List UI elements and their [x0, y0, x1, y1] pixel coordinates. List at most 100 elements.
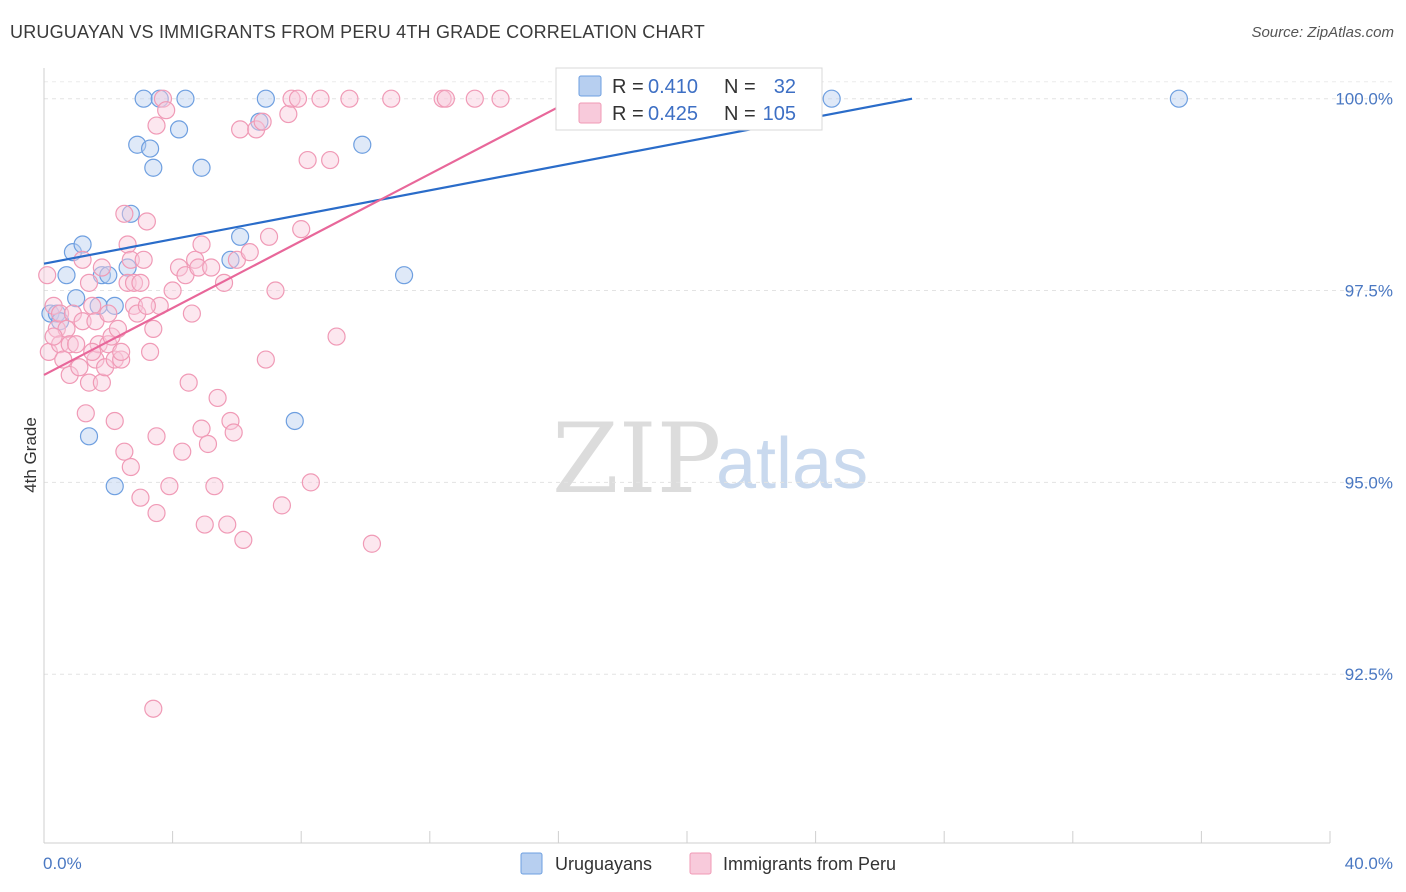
peru-point — [63, 304, 83, 323]
peru-point — [259, 227, 279, 246]
peru-point — [298, 150, 317, 170]
legend-r-value-uruguayans: 0.410 — [648, 76, 698, 98]
peru-point — [491, 89, 510, 108]
peru-point — [118, 235, 137, 254]
peru-point — [272, 496, 292, 515]
uruguayans-point — [79, 427, 99, 446]
peru-point — [163, 281, 182, 300]
x-tick-label-min: 0.0% — [43, 854, 82, 873]
y-tick-label: 100.0% — [1335, 90, 1393, 109]
uruguayans-point — [394, 266, 414, 285]
peru-point — [192, 235, 211, 254]
peru-point — [465, 89, 484, 108]
peru-point — [50, 304, 70, 323]
peru-point — [121, 250, 140, 269]
series-legend-label-uruguayans: Uruguayans — [555, 854, 652, 874]
trend-lines — [43, 97, 913, 376]
peru-point — [92, 373, 111, 392]
peru-trend-line — [43, 97, 575, 376]
peru-point — [79, 273, 99, 292]
peru-point — [79, 373, 99, 392]
peru-point — [311, 89, 330, 108]
peru-point — [44, 327, 63, 346]
peru-point — [253, 112, 272, 131]
peru-point — [108, 319, 128, 338]
chart-source: Source: ZipAtlas.com — [1251, 24, 1394, 41]
peru-point — [301, 473, 320, 492]
peru-point — [140, 342, 160, 362]
y-tick-label: 95.0% — [1345, 473, 1393, 492]
peru-point — [340, 89, 359, 108]
x-tick-label-max: 40.0% — [1345, 854, 1393, 873]
peru-point — [134, 250, 153, 269]
uruguayans-point — [105, 477, 124, 496]
gridlines — [44, 81, 1393, 675]
peru-point — [147, 503, 166, 523]
peru-point — [282, 89, 301, 108]
peru-point — [131, 488, 150, 507]
legend-r-label: R = — [612, 76, 644, 98]
peru-point — [128, 304, 147, 323]
uruguayans-point — [176, 89, 195, 108]
peru-point — [67, 335, 86, 354]
legend-swatch-uruguayans — [578, 75, 602, 97]
y-tick-label: 97.5% — [1345, 282, 1393, 301]
peru-point — [189, 258, 208, 277]
chart-title: URUGUAYAN VS IMMIGRANTS FROM PERU 4TH GR… — [10, 22, 705, 42]
uruguayans-point — [144, 158, 163, 177]
peru-point — [99, 304, 118, 323]
legend-r-label: R = — [612, 103, 644, 125]
peru-point — [224, 423, 243, 442]
peru-point — [231, 120, 250, 139]
uruguayans-point — [140, 139, 160, 158]
peru-point — [115, 442, 134, 461]
peru-point — [60, 365, 79, 385]
peru-point — [195, 515, 214, 534]
peru-point — [202, 258, 221, 277]
uruguayans-point — [134, 89, 153, 108]
uruguayans-point — [73, 235, 92, 254]
peru-point — [218, 515, 237, 534]
peru-point — [112, 350, 131, 369]
peru-point — [160, 477, 179, 496]
peru-point — [73, 312, 92, 331]
uruguayans-point — [231, 227, 250, 246]
peru-point — [60, 335, 79, 354]
peru-point — [256, 350, 275, 369]
peru-point — [321, 150, 340, 170]
series-peru-points — [38, 89, 584, 718]
watermark-atlas: atlas — [716, 424, 868, 504]
uruguayans-point — [89, 296, 108, 315]
peru-point — [131, 273, 150, 292]
uruguayans-point — [1169, 89, 1188, 108]
peru-point — [144, 319, 163, 338]
peru-point — [92, 258, 111, 277]
peru-point — [124, 273, 144, 292]
peru-point — [173, 442, 192, 461]
watermark: ZIP atlas — [552, 403, 868, 515]
uruguayans-point — [256, 89, 275, 108]
uruguayans-point — [57, 266, 76, 285]
peru-point — [83, 296, 102, 315]
peru-point — [208, 388, 227, 408]
legend-n-label: N = — [724, 76, 756, 98]
peru-point — [279, 104, 298, 124]
peru-point — [38, 266, 57, 285]
uruguayans-point — [353, 135, 372, 154]
peru-point — [153, 89, 173, 108]
y-axis-label: 4th Grade — [21, 417, 40, 493]
peru-point — [234, 530, 253, 550]
uruguayans-point — [822, 89, 841, 108]
peru-point — [288, 89, 308, 108]
legend-n-value-uruguayans: 32 — [774, 76, 796, 98]
peru-point — [327, 327, 346, 346]
peru-point — [121, 457, 140, 477]
peru-point — [73, 250, 92, 269]
peru-point — [157, 101, 176, 120]
peru-point — [192, 419, 211, 438]
x-ticks — [43, 831, 1331, 843]
y-tick-label: 92.5% — [1345, 665, 1393, 684]
peru-point — [137, 212, 156, 231]
peru-point — [105, 411, 124, 431]
